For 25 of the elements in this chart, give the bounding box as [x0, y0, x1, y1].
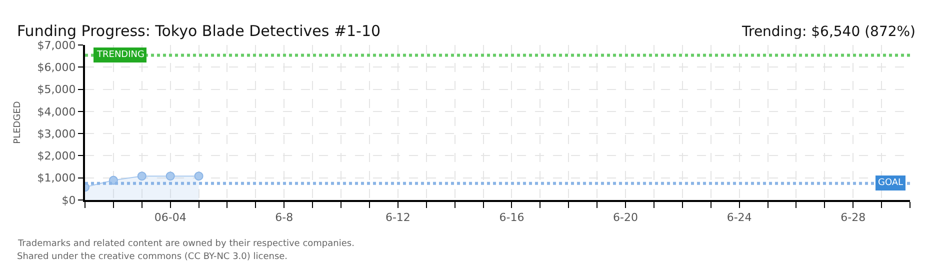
y-tick-label: $7,000	[37, 38, 76, 52]
point	[194, 172, 204, 181]
x-tick-label: 06-04	[154, 211, 186, 224]
chart-subtitle: Trending: $6,540 (872%)	[741, 24, 916, 40]
y-tick-label: $0	[62, 194, 76, 207]
text: Trademarks and related content are owned by their respective companies.	[17, 239, 354, 249]
ref-line-label: GOAL	[878, 178, 904, 188]
x-tick-label: 6-20	[613, 211, 638, 224]
x-tick-label: 6-28	[840, 211, 866, 224]
y-tick-label: $1,000	[37, 172, 76, 185]
y-tick-label: $2,000	[37, 150, 76, 163]
x-tick-label: 6-16	[499, 211, 524, 224]
x-tick-label: 6-8	[275, 211, 294, 224]
text: Shared under the creative commons (CC BY-NC 3.0) license.	[17, 252, 288, 262]
y-tick-label: $3,000	[37, 127, 76, 140]
y-tick-label: $5,000	[37, 83, 76, 96]
x-tick-label: 6-12	[385, 211, 410, 224]
point	[166, 172, 175, 181]
y-axis-title: PLEDGED	[13, 101, 24, 144]
chart-title: Funding Progress: Tokyo Blade Detectives #1-10	[17, 22, 381, 40]
x-tick-label: 6-24	[726, 211, 752, 224]
y-tick-label: $6,000	[37, 60, 76, 74]
point	[137, 172, 146, 181]
ref-line-label: TRENDING	[96, 50, 144, 60]
y-tick-label: $4,000	[37, 105, 76, 118]
